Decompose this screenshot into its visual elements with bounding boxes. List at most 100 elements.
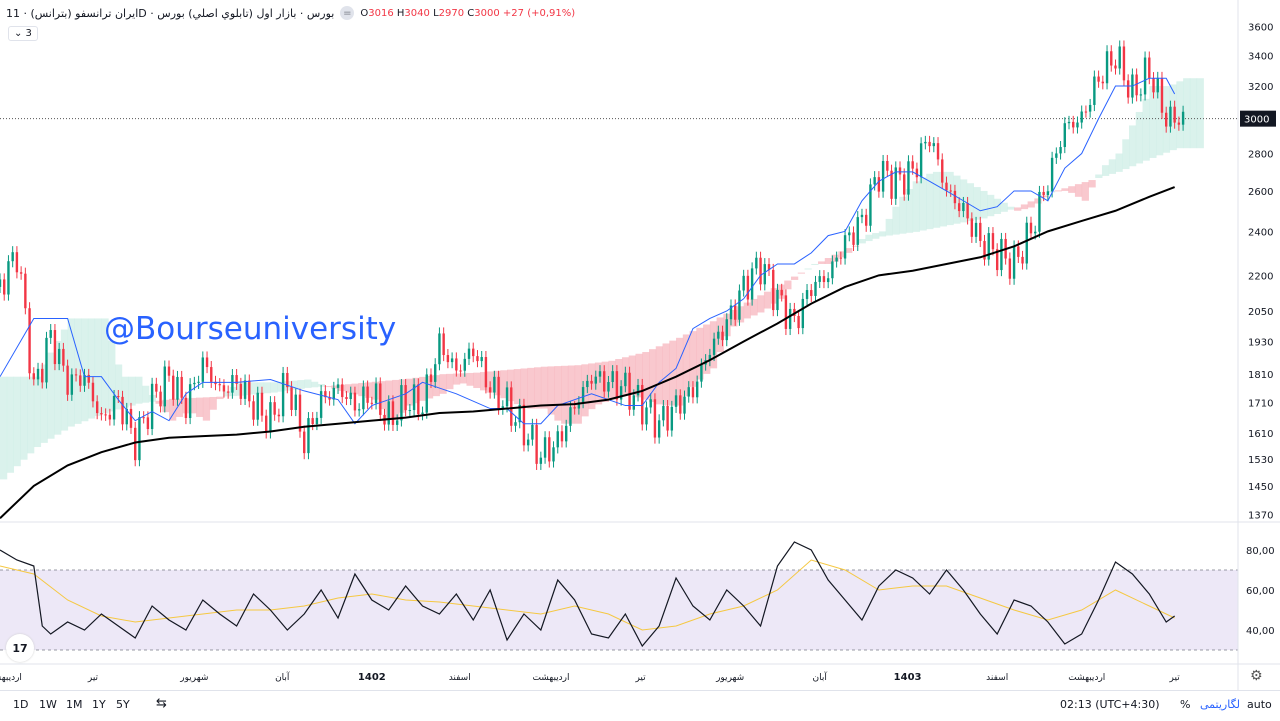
- candle-body: [1105, 51, 1109, 84]
- candle-body: [357, 409, 361, 411]
- candle-body: [121, 396, 124, 425]
- candle-body: [801, 298, 805, 329]
- candle-body: [564, 425, 568, 442]
- candle-body: [214, 381, 217, 385]
- time-tick-label: 1402: [358, 672, 386, 683]
- cloud-segment: [696, 327, 704, 380]
- cloud-segment: [858, 239, 866, 244]
- cloud-segment: [101, 318, 109, 414]
- candle-body: [649, 399, 652, 408]
- cloud-segment: [540, 366, 549, 409]
- symbol-title[interactable]: ايران ترانسفو (بترانس) · 11D · بورس · با…: [6, 6, 335, 20]
- candle-body: [708, 354, 712, 361]
- candle-body: [953, 190, 957, 204]
- candle-body: [619, 386, 623, 400]
- cloud-segment: [1007, 206, 1015, 210]
- candle-body: [712, 338, 716, 355]
- symbol-header[interactable]: ايران ترانسفو (بترانس) · 11D · بورس · با…: [6, 6, 575, 20]
- time-tick-label: تیر: [87, 673, 99, 683]
- timeframe-1d-button[interactable]: 1D: [13, 698, 29, 711]
- candle-body: [281, 372, 285, 417]
- cloud-segment: [818, 261, 826, 264]
- candle-body: [235, 375, 238, 384]
- cloud-segment: [155, 400, 163, 404]
- timeframe-1y-button[interactable]: 1Y: [92, 698, 106, 711]
- candle-body: [1067, 121, 1071, 124]
- time-tick-label: اسفند: [449, 673, 471, 683]
- clock-timezone[interactable]: 02:13 (UTC+4:30): [1060, 698, 1160, 711]
- candle-body: [556, 431, 559, 448]
- cloud-segment: [189, 397, 197, 414]
- last-price-badge: [1240, 110, 1276, 127]
- percent-toggle[interactable]: %: [1180, 698, 1191, 711]
- candle-body: [919, 143, 923, 178]
- cloud-segment: [797, 272, 806, 274]
- indicators-collapse-button[interactable]: ⌄ 3: [8, 26, 38, 41]
- timeframe-1w-button[interactable]: 1W: [39, 698, 57, 711]
- cloud-segment: [912, 181, 920, 232]
- time-tick-label: 1403: [894, 672, 922, 683]
- candle-body: [607, 382, 610, 392]
- cloud-segment: [500, 370, 508, 399]
- cloud-segment: [114, 364, 123, 410]
- candle-body: [243, 380, 247, 399]
- candle-body: [476, 356, 479, 362]
- candle-body: [505, 387, 509, 407]
- price-tick-label: 1450: [1248, 482, 1273, 493]
- rsi-tick-label: 40,00: [1246, 626, 1275, 637]
- candle-body: [425, 374, 428, 413]
- candle-body: [129, 408, 133, 428]
- cloud-segment: [202, 397, 211, 421]
- cloud-segment: [534, 367, 542, 409]
- candle-body: [231, 375, 234, 393]
- cloud-segment: [439, 374, 447, 394]
- candle-body: [79, 375, 82, 386]
- candle-body: [395, 420, 399, 425]
- auto-scale-toggle[interactable]: auto: [1247, 698, 1272, 711]
- rsi-band: [0, 570, 1238, 650]
- log-scale-toggle[interactable]: لگاریتمی: [1200, 698, 1240, 711]
- cloud-segment: [358, 382, 366, 397]
- candle-body: [839, 257, 843, 259]
- candle-body: [759, 257, 762, 285]
- candle-body: [662, 406, 665, 421]
- cloud-segment: [169, 398, 177, 421]
- candle-body: [734, 305, 737, 320]
- cloud-segment: [946, 171, 954, 226]
- candle-body: [962, 202, 965, 212]
- candle-body: [746, 275, 750, 300]
- candle-body: [1021, 256, 1024, 264]
- cloud-segment: [1054, 190, 1062, 192]
- candle-body: [877, 177, 881, 192]
- gear-icon[interactable]: ⚙: [1250, 668, 1263, 684]
- candle-body: [57, 348, 61, 365]
- candle-body: [810, 290, 813, 296]
- candle-body: [598, 371, 602, 377]
- candle-body: [1177, 122, 1181, 125]
- candle-body: [188, 384, 192, 419]
- bottom-toolbar: 1D 1W 1M 1Y 5Y ⇆ 02:13 (UTC+4:30) % لگار…: [0, 690, 1280, 721]
- candle-body: [657, 420, 661, 438]
- date-range-icon[interactable]: ⇆: [156, 696, 167, 711]
- timeframe-5y-button[interactable]: 5Y: [116, 698, 130, 711]
- candle-body: [19, 272, 23, 274]
- candle-body: [560, 431, 564, 442]
- tradingview-logo[interactable]: 17: [6, 634, 34, 662]
- candle-body: [53, 330, 57, 365]
- candle-body: [932, 143, 936, 147]
- candle-body: [1088, 104, 1092, 112]
- cloud-segment: [324, 386, 332, 388]
- candle-body: [1126, 80, 1130, 98]
- equals-icon[interactable]: =: [340, 6, 355, 20]
- candle-body: [303, 431, 306, 454]
- candle-body: [700, 364, 703, 382]
- candle-body: [991, 233, 995, 250]
- candle-body: [941, 159, 944, 183]
- candle-body: [1063, 123, 1066, 148]
- candle-body: [695, 381, 699, 398]
- candle-body: [831, 261, 834, 279]
- cloud-segment: [94, 318, 102, 416]
- ichimoku-cloud: [0, 78, 1204, 480]
- timeframe-1m-button[interactable]: 1M: [66, 698, 83, 711]
